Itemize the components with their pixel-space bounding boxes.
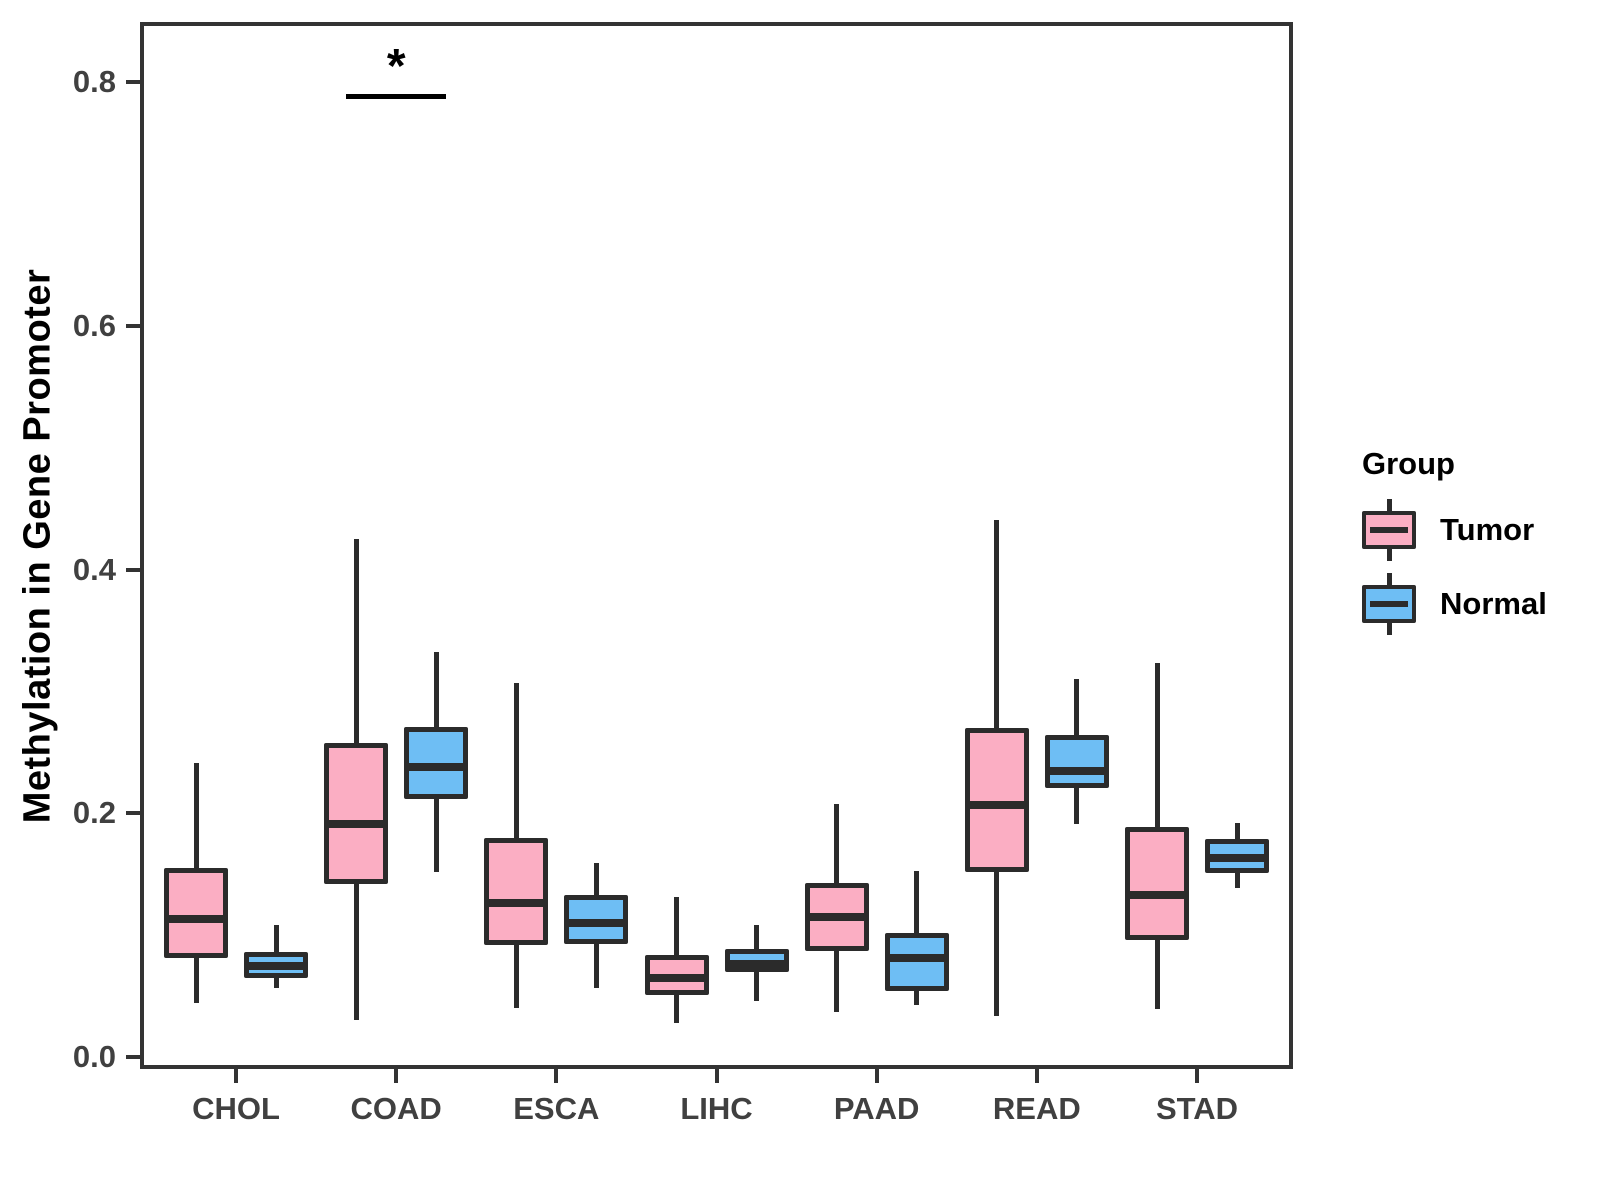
- boxplot-box-tumor-read: [964, 727, 1029, 872]
- boxplot-median: [728, 960, 785, 969]
- y-tick-label: 0.8: [72, 64, 116, 99]
- boxplot-median: [1048, 766, 1105, 775]
- x-tick-label: COAD: [350, 1091, 442, 1126]
- y-tick-label: 0.4: [72, 551, 116, 587]
- legend-title: Group: [1362, 446, 1455, 481]
- boxplot-glyph-icon: [1362, 499, 1416, 561]
- x-tick-mark: [554, 1069, 559, 1083]
- boxplot-box-tumor-coad: [324, 742, 389, 884]
- x-tick-label: ESCA: [513, 1091, 600, 1126]
- y-tick-mark: [126, 811, 140, 816]
- significance-asterisk: *: [386, 40, 406, 94]
- x-tick-label: READ: [992, 1091, 1081, 1126]
- x-tick-mark: [1034, 1069, 1039, 1083]
- x-tick-label: STAD: [1155, 1091, 1239, 1126]
- boxplot-median: [248, 961, 304, 970]
- legend: Group Tumor Normal: [1362, 446, 1547, 646]
- boxplot-median: [328, 820, 385, 829]
- x-tick-label: PAAD: [833, 1091, 920, 1126]
- y-tick-mark: [126, 567, 140, 572]
- boxplot-median: [408, 762, 465, 771]
- boxplot-box-normal-read: [1044, 735, 1109, 788]
- boxplot-median: [488, 899, 545, 908]
- y-tick-label: 0.0: [72, 1039, 116, 1074]
- significance-bar: [346, 94, 447, 100]
- x-tick-mark: [234, 1069, 238, 1083]
- boxplot-box-tumor-stad: [1125, 826, 1189, 940]
- boxplot-box-tumor-chol: [164, 868, 228, 959]
- glyph-box: [1362, 511, 1416, 549]
- x-tick-mark: [874, 1069, 879, 1083]
- glyph-median: [1370, 601, 1408, 607]
- boxplot-median: [648, 973, 705, 982]
- boxplot-median: [1209, 854, 1265, 863]
- y-tick-mark: [126, 1055, 140, 1059]
- boxplot-glyph-icon: [1362, 573, 1416, 635]
- boxplot-median: [968, 800, 1025, 809]
- legend-label-tumor: Tumor: [1440, 512, 1535, 547]
- x-tick-label: LIHC: [680, 1091, 753, 1126]
- boxplot-median: [568, 918, 625, 927]
- x-tick-label: CHOL: [192, 1091, 280, 1126]
- x-tick-mark: [394, 1069, 399, 1083]
- y-tick-mark: [126, 323, 140, 328]
- y-tick-label: 0.6: [72, 307, 116, 343]
- boxplot-box-tumor-esca: [484, 837, 549, 945]
- boxplot-median: [888, 954, 945, 963]
- boxplot-median: [168, 915, 224, 924]
- y-axis-title: Methylation in Gene Promoter: [16, 268, 59, 823]
- legend-entry-tumor: Tumor: [1362, 498, 1547, 562]
- glyph-box: [1362, 585, 1416, 623]
- plot-panel: [140, 22, 1293, 1069]
- boxplot-box-normal-coad: [404, 726, 469, 799]
- glyph-median: [1370, 527, 1408, 533]
- x-tick-mark: [714, 1069, 719, 1083]
- boxplot-median: [1129, 890, 1185, 899]
- legend-label-normal: Normal: [1440, 586, 1547, 621]
- legend-entry-normal: Normal: [1362, 572, 1547, 636]
- x-tick-mark: [1195, 1069, 1199, 1083]
- y-tick-label: 0.2: [72, 795, 116, 831]
- y-tick-mark: [126, 80, 140, 84]
- boxplot-median: [808, 912, 865, 921]
